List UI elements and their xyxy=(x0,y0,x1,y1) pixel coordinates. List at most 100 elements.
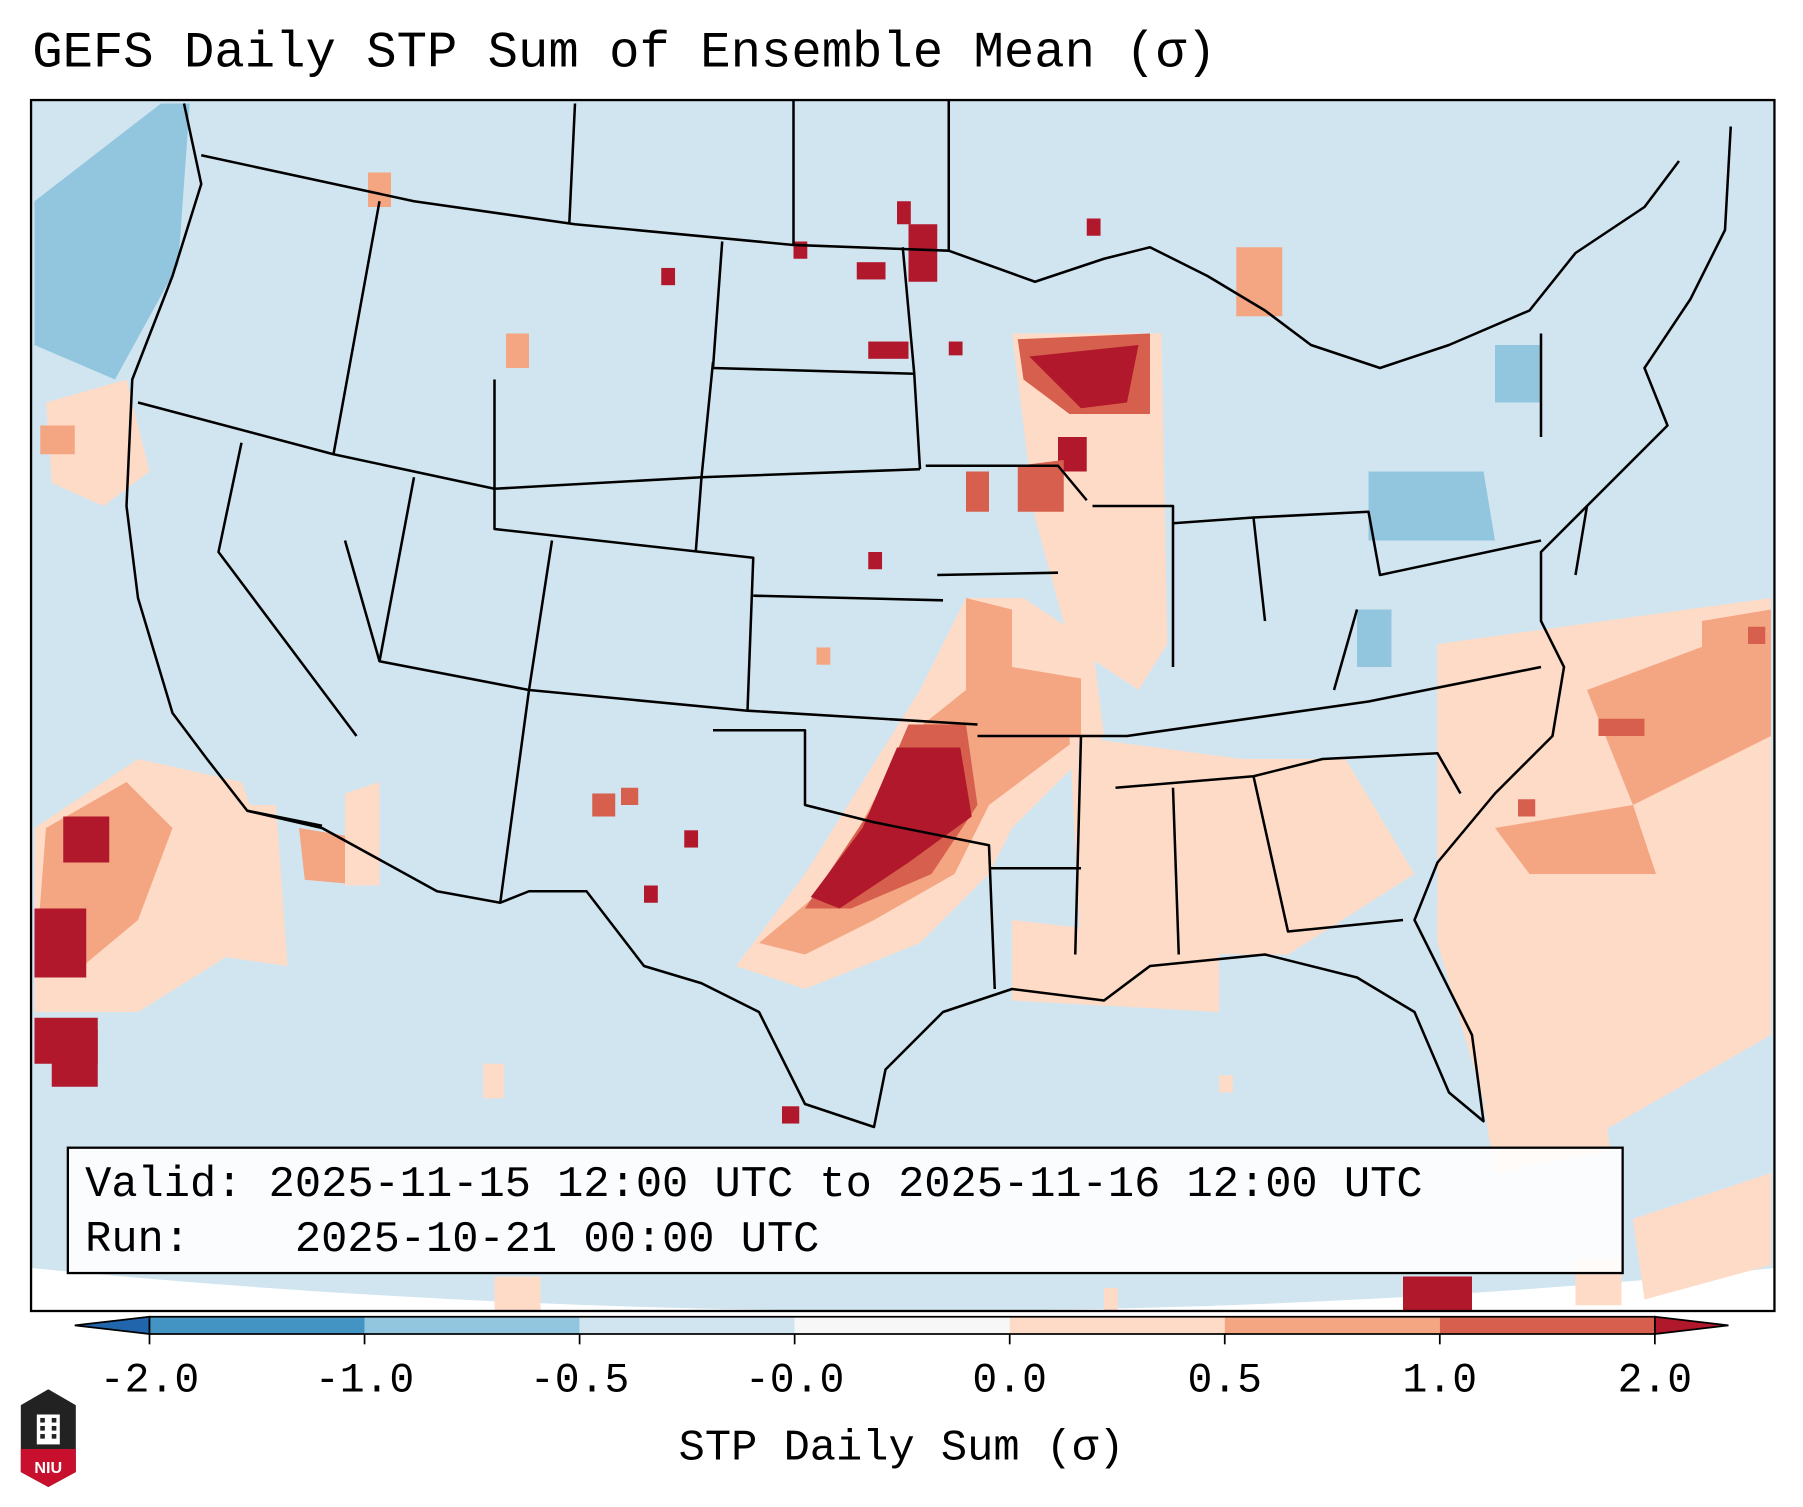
colorbar-tick-label: 2.0 xyxy=(1617,1357,1693,1405)
boundary-line xyxy=(901,247,916,374)
boundary-line xyxy=(493,379,755,711)
boundary-line xyxy=(332,201,381,455)
colorbar-tick-label: -0.5 xyxy=(529,1357,630,1405)
colorbar-segment xyxy=(1224,1316,1440,1334)
boundary-line xyxy=(694,362,715,553)
map-frame xyxy=(29,98,1776,1313)
boundary-line xyxy=(753,594,944,602)
stp-cell xyxy=(661,267,676,286)
stp-cell xyxy=(483,1063,504,1099)
stp-cell xyxy=(494,1276,541,1311)
stp-cell xyxy=(868,341,909,359)
chart-title: GEFS Daily STP Sum of Ensemble Mean (σ) xyxy=(32,25,1217,83)
niu-logo: NIU xyxy=(20,1389,76,1487)
stp-region xyxy=(195,805,288,966)
stp-cell xyxy=(1086,218,1101,236)
colorbar-tick-label: -0.0 xyxy=(744,1357,845,1405)
colorbar-tick-label: 0.5 xyxy=(1187,1357,1263,1405)
stp-cell xyxy=(368,172,391,207)
stp-cell xyxy=(816,647,831,665)
colorbar-label: STP Daily Sum (σ) xyxy=(678,1423,1125,1474)
stp-region xyxy=(1012,333,1168,690)
colorbar-tick-label: -1.0 xyxy=(314,1357,415,1405)
boundary-line xyxy=(711,241,922,470)
colorbar-under-arrow xyxy=(74,1315,151,1335)
run-value: 2025-10-21 00:00 UTC xyxy=(294,1215,820,1265)
stp-cell xyxy=(1236,247,1283,317)
stp-cell xyxy=(966,471,989,512)
stp-cell xyxy=(63,816,110,863)
stp-cell xyxy=(644,885,658,903)
boundary-line xyxy=(1115,751,1462,795)
stp-cell xyxy=(506,333,529,368)
colorbar-segment xyxy=(1009,1316,1225,1334)
boundary-line xyxy=(217,442,358,737)
stp-region xyxy=(1702,609,1771,667)
colorbar-tick-label: 0.0 xyxy=(972,1357,1047,1405)
colorbar-segment xyxy=(579,1316,795,1334)
stp-cell xyxy=(1598,718,1645,736)
boundary-line xyxy=(498,540,554,903)
stp-cell xyxy=(868,552,883,570)
stp-cell xyxy=(621,787,639,805)
map-edge xyxy=(31,1267,1775,1311)
stp-cell xyxy=(1403,1276,1472,1311)
stp-cell xyxy=(856,262,886,280)
logo-text: NIU xyxy=(34,1459,62,1477)
stp-cell xyxy=(34,908,87,978)
stp-region xyxy=(1357,609,1392,667)
stp-cell xyxy=(897,201,911,225)
boundary-line xyxy=(1092,504,1175,667)
boundary-line xyxy=(1073,735,1083,955)
colorbar-segment xyxy=(149,1316,365,1334)
boundary-line xyxy=(937,571,1059,577)
boundary-line xyxy=(567,103,577,225)
stp-region xyxy=(1029,345,1139,409)
run-label: Run: xyxy=(85,1215,191,1265)
boundary-line xyxy=(1172,516,1267,622)
stp-cell xyxy=(51,1029,98,1087)
stp-cell xyxy=(782,1106,800,1124)
valid-run-box: Valid: 2025-11-15 12:00 UTC to 2025-11-1… xyxy=(66,1146,1624,1275)
stp-cell xyxy=(684,830,699,848)
colorbar-tick-label: -2.0 xyxy=(99,1357,200,1405)
stp-cell xyxy=(908,224,938,282)
stp-region xyxy=(46,379,150,506)
stp-cell xyxy=(1219,1075,1233,1093)
boundary-line xyxy=(1252,775,1404,933)
stp-region xyxy=(966,598,1012,713)
stp-region xyxy=(1495,805,1656,874)
stp-region xyxy=(1012,920,1219,1012)
boundary-line xyxy=(925,464,1088,502)
valid-label: Valid: xyxy=(85,1160,243,1210)
stp-region xyxy=(34,103,190,380)
boundary-line xyxy=(977,665,1542,738)
stp-region xyxy=(345,782,380,886)
stp-region xyxy=(1017,460,1064,512)
colorbar-segment xyxy=(364,1316,580,1334)
stp-cell xyxy=(40,425,75,455)
colorbar-segment xyxy=(1439,1316,1655,1334)
colorbar-outline xyxy=(148,1315,1656,1335)
colorbar-over-arrow xyxy=(1653,1315,1729,1335)
colorbar-segment xyxy=(794,1316,1010,1334)
boundary-line xyxy=(200,154,1681,370)
boundary-line xyxy=(1574,505,1589,576)
stp-region xyxy=(1058,437,1087,472)
stp-cell xyxy=(948,341,963,356)
stp-region xyxy=(1495,345,1541,403)
valid-value: 2025-11-15 12:00 UTC to 2025-11-16 12:00… xyxy=(268,1160,1423,1210)
boundary-line xyxy=(378,477,416,662)
stp-region xyxy=(1368,471,1495,541)
stp-cell xyxy=(1518,799,1536,817)
boundary-line xyxy=(1253,510,1542,577)
stp-region xyxy=(1069,736,1415,955)
stp-cell xyxy=(592,793,616,817)
stp-region xyxy=(1633,1173,1771,1300)
boundary-line xyxy=(1332,609,1359,691)
boundary-line xyxy=(1171,787,1181,955)
boundary-line xyxy=(247,809,323,827)
stp-region xyxy=(810,747,972,909)
